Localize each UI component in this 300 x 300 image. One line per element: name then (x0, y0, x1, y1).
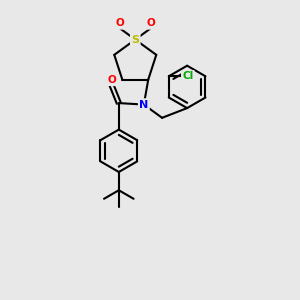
Text: O: O (107, 75, 116, 85)
Text: N: N (139, 100, 148, 110)
Text: Cl: Cl (182, 71, 194, 81)
Text: O: O (146, 18, 155, 28)
Text: O: O (116, 18, 124, 28)
Text: S: S (131, 34, 139, 45)
